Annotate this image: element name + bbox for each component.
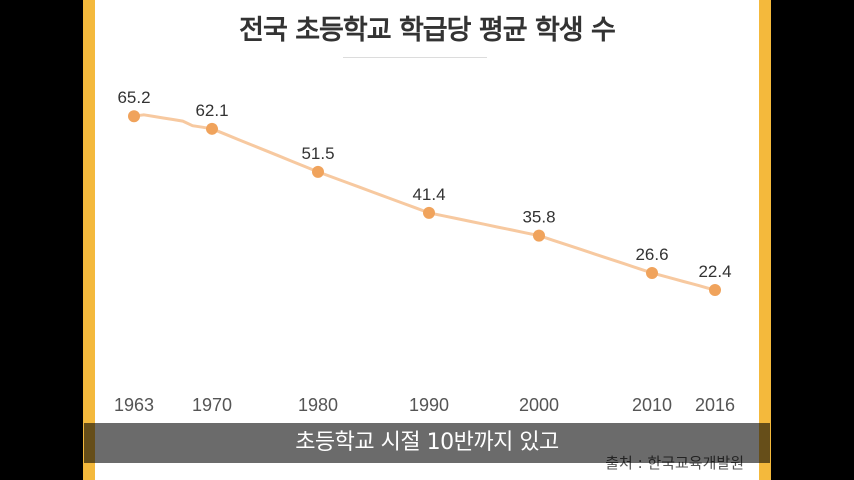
series-markers [128,110,721,296]
subtitle-bar [84,423,770,463]
x-tick-1970: 1970 [192,395,232,415]
chart-title: 전국 초등학교 학급당 평균 학생 수 [239,15,616,46]
value-label-1990: 41.4 [412,185,445,204]
value-label-1970: 62.1 [195,101,228,120]
x-tick-2010: 2010 [632,395,672,415]
x-tick-2016: 2016 [695,395,735,415]
data-point-1980 [312,165,324,178]
data-point-2000 [533,229,545,242]
x-tick-1963: 1963 [114,395,154,415]
value-label-1980: 51.5 [301,144,334,163]
value-labels: 65.2 62.1 51.5 41.4 35.8 26.6 22.4 [117,88,731,281]
data-point-1990 [423,206,435,219]
x-tick-2000: 2000 [519,395,559,415]
chart-panel [95,0,759,480]
title-divider [343,57,487,58]
data-point-1970 [206,122,218,135]
x-axis-tick-labels: 1963 1970 1980 1990 2000 2010 2016 [114,395,735,415]
x-tick-1980: 1980 [298,395,338,415]
data-point-2016 [709,284,721,296]
value-label-2016: 22.4 [698,262,731,281]
value-label-2000: 35.8 [522,208,555,227]
data-point-2010 [646,266,658,279]
value-label-2010: 26.6 [635,245,668,264]
x-tick-1990: 1990 [409,395,449,415]
data-point-1963 [128,110,140,123]
value-label-1963: 65.2 [117,88,150,107]
video-subtitle: 초등학교 시절 10반까지 있고 [295,430,559,455]
